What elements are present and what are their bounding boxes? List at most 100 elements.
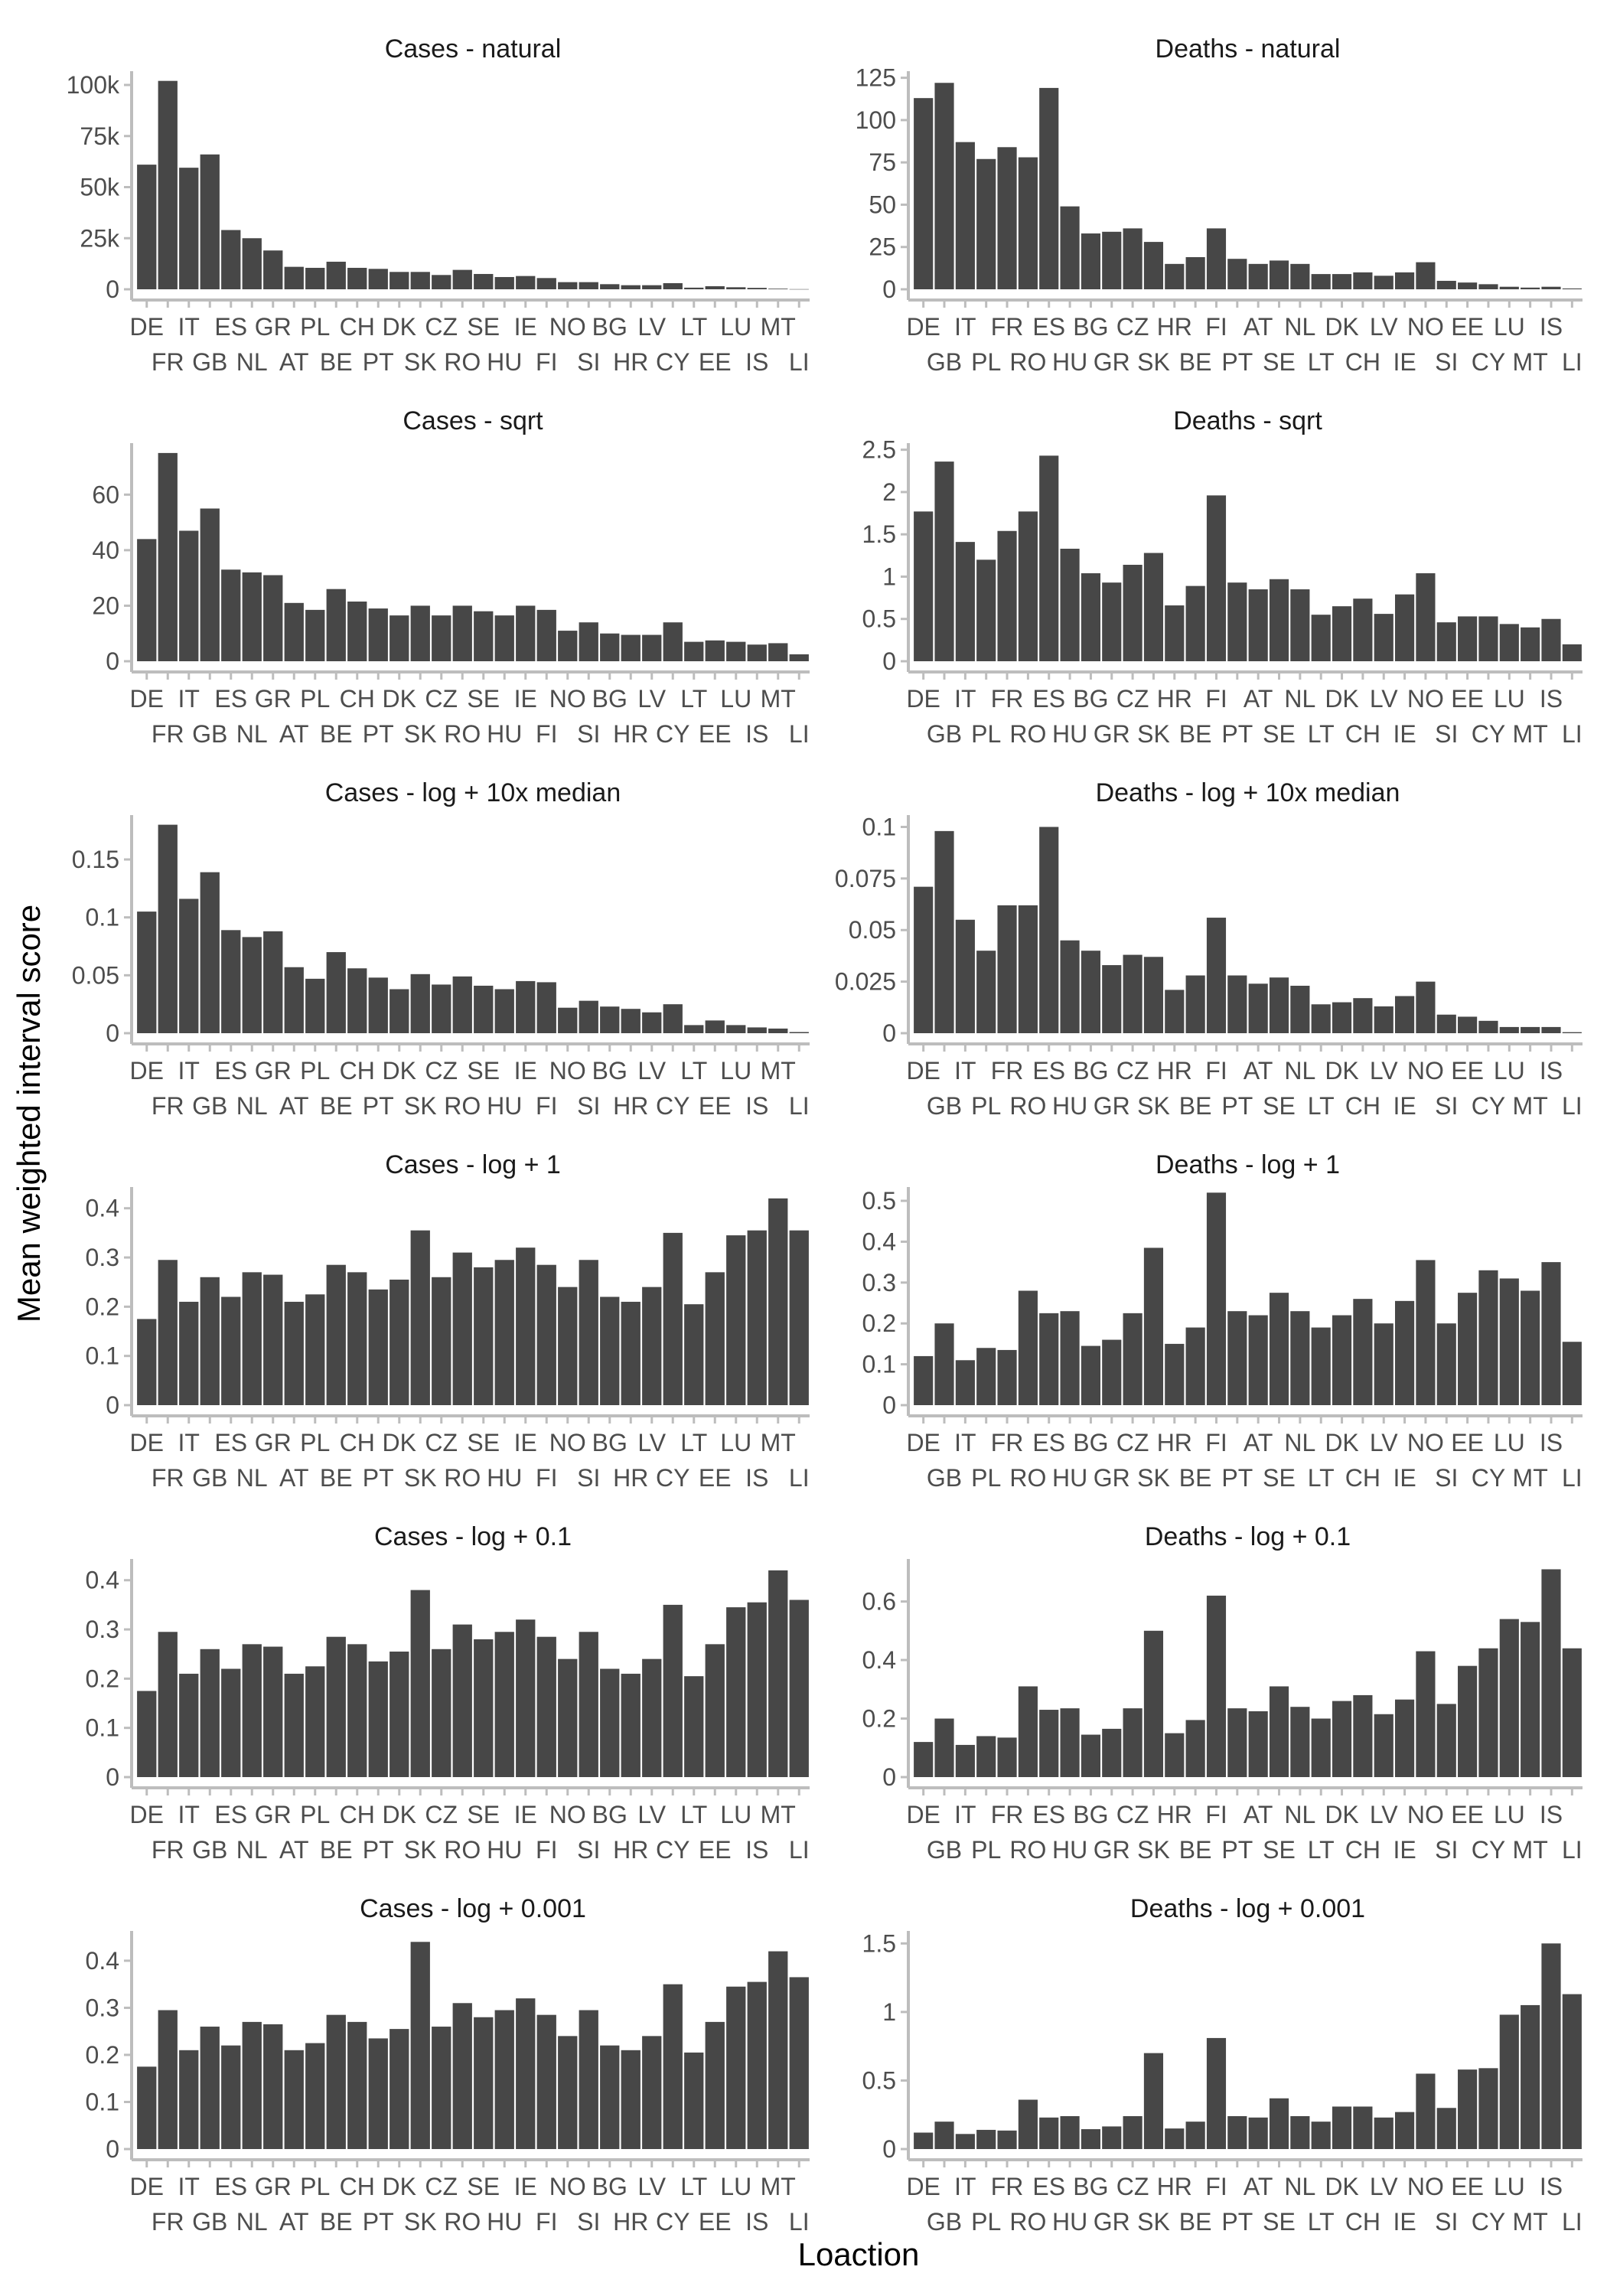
x-tick-label: LU xyxy=(1494,2173,1525,2200)
x-tick-label: HR xyxy=(1157,2173,1192,2200)
bar-CZ xyxy=(432,2027,451,2149)
x-tick-label: CH xyxy=(1345,1836,1380,1864)
bar-RO xyxy=(1018,905,1038,1033)
bar-CH xyxy=(347,267,367,289)
x-tick-label: NL xyxy=(236,1836,268,1864)
x-tick-label: LI xyxy=(1562,1092,1583,1120)
y-tick-label: 0.4 xyxy=(862,1228,896,1255)
x-tick-label: NL xyxy=(1284,313,1315,341)
bar-EE xyxy=(705,285,725,289)
bar-FR xyxy=(997,1349,1017,1405)
bar-LV xyxy=(642,285,662,289)
bar-PL xyxy=(976,559,996,661)
facet-title: Deaths - log + 0.1 xyxy=(1145,1522,1351,1551)
y-tick-label: 0.05 xyxy=(72,961,119,989)
bar-PL xyxy=(305,1294,325,1405)
bar-MT xyxy=(768,1570,788,1777)
x-tick-label: LT xyxy=(1308,348,1335,376)
bar-NL xyxy=(242,1272,262,1405)
bar-RO xyxy=(452,976,472,1033)
y-tick-label: 0 xyxy=(106,1019,119,1047)
bar-DK xyxy=(390,1279,409,1405)
bar-IT xyxy=(955,1744,975,1777)
bar-PL xyxy=(976,1348,996,1405)
x-tick-label: LI xyxy=(789,2208,810,2236)
x-tick-label: DK xyxy=(383,1429,416,1456)
bar-SE xyxy=(1269,2098,1289,2149)
bar-CZ xyxy=(1123,1708,1143,1777)
panel-10: Deaths - log + 0.1 0 0.2 0.4 0.6 DE GB IT PL FR RO… xyxy=(862,1522,1583,1864)
bar-SI xyxy=(1436,280,1456,289)
x-tick-label: SI xyxy=(1435,720,1458,748)
bar-LU xyxy=(726,1025,746,1033)
bar-GR xyxy=(263,250,283,289)
x-tick-label: PT xyxy=(363,1464,394,1492)
bar-AT xyxy=(284,967,304,1033)
x-tick-label: FI xyxy=(1205,685,1227,713)
x-tick-label: ES xyxy=(1032,1429,1065,1456)
x-tick-label: SE xyxy=(467,1429,500,1456)
x-tick-label: RO xyxy=(444,1464,481,1492)
y-tick-label: 0.1 xyxy=(86,2088,119,2115)
x-tick-label: PL xyxy=(971,720,1001,748)
facet-title: Cases - log + 10x median xyxy=(325,778,621,807)
x-tick-label: DK xyxy=(383,2173,416,2200)
x-tick-label: IE xyxy=(1393,2208,1416,2236)
x-tick-label: BE xyxy=(1179,1836,1212,1864)
bar-BG xyxy=(600,633,620,661)
bar-LI xyxy=(1562,1994,1582,2149)
facet-title: Deaths - log + 0.001 xyxy=(1130,1894,1365,1923)
bar-SE xyxy=(474,273,494,289)
bar-LV xyxy=(642,1658,662,1777)
bar-CY xyxy=(663,1604,683,1777)
bar-SE xyxy=(1269,977,1289,1033)
bar-CZ xyxy=(432,1649,451,1777)
bar-AT xyxy=(284,1673,304,1777)
bar-IS xyxy=(1541,618,1561,661)
bar-SK xyxy=(410,974,430,1033)
x-tick-label: EE xyxy=(1451,2173,1484,2200)
x-tick-label: LT xyxy=(1308,1464,1335,1492)
panel-7: Cases - log + 1 0 0.1 0.2 0.3 0.4 DE FR IT GB ES NL… xyxy=(86,1150,810,1492)
x-tick-label: NO xyxy=(549,1801,586,1828)
bar-CY xyxy=(663,622,683,661)
bar-PT xyxy=(368,1289,388,1405)
y-tick-label: 25k xyxy=(80,224,120,252)
x-tick-label: CY xyxy=(1472,720,1505,748)
y-tick-label: 0 xyxy=(882,647,896,675)
bar-DK xyxy=(390,615,409,661)
bar-LV xyxy=(1374,2117,1393,2149)
x-tick-label: HR xyxy=(613,1464,648,1492)
x-tick-label: NL xyxy=(1284,685,1315,713)
bar-IE xyxy=(1395,594,1415,661)
bar-EE xyxy=(1458,1016,1478,1033)
x-tick-label: LU xyxy=(1494,685,1525,713)
bar-CY xyxy=(1478,1270,1498,1405)
bar-SK xyxy=(1143,553,1164,661)
x-tick-label: LV xyxy=(637,1801,666,1828)
x-tick-label: NO xyxy=(1407,1801,1444,1828)
x-tick-label: GR xyxy=(1094,2208,1130,2236)
x-tick-label: HU xyxy=(487,1464,522,1492)
bar-IS xyxy=(747,1230,767,1405)
bar-GR xyxy=(1102,965,1122,1033)
x-tick-label: NO xyxy=(1407,1057,1444,1084)
x-tick-label: FR xyxy=(991,1057,1024,1084)
bar-NO xyxy=(558,1287,578,1405)
x-tick-label: IE xyxy=(1393,348,1416,376)
bar-DK xyxy=(1332,1002,1352,1033)
x-tick-label: LI xyxy=(1562,1836,1583,1864)
bar-BG xyxy=(1081,951,1100,1033)
x-tick-label: SE xyxy=(1263,720,1296,748)
x-tick-label: IT xyxy=(178,1801,200,1828)
bar-IT xyxy=(955,142,975,289)
x-tick-label: CY xyxy=(1472,1464,1505,1492)
bar-GB xyxy=(934,1323,954,1405)
x-tick-label: LU xyxy=(720,1801,751,1828)
x-tick-label: GB xyxy=(192,1092,227,1120)
x-tick-label: IS xyxy=(1540,2173,1563,2200)
bar-LT xyxy=(684,2052,704,2149)
bar-PL xyxy=(305,2043,325,2149)
bar-DK xyxy=(1332,274,1352,289)
x-tick-label: FI xyxy=(536,348,557,376)
